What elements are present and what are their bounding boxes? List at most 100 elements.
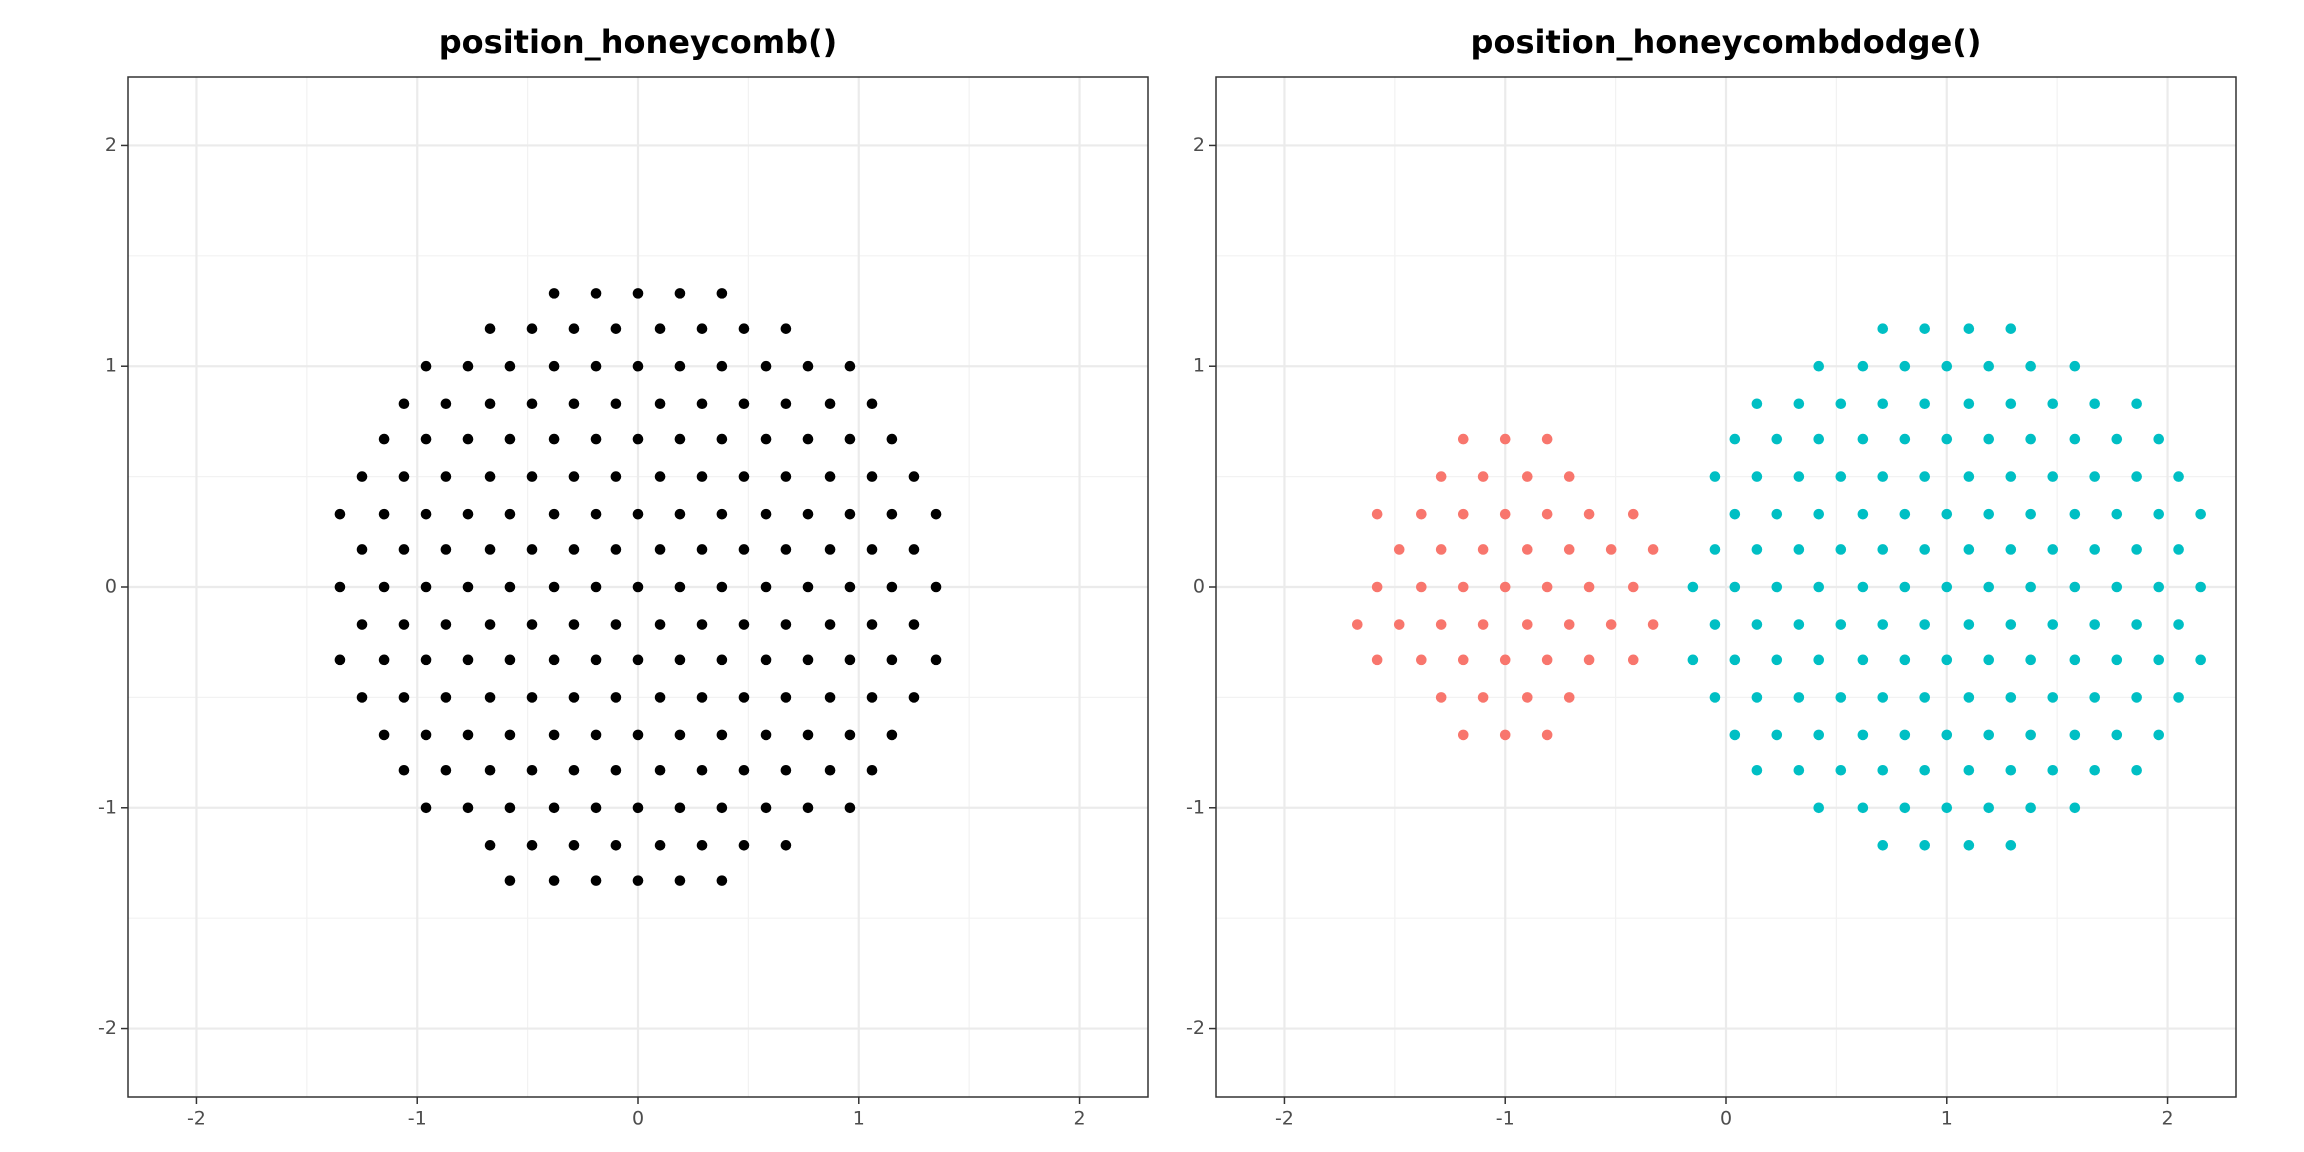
point: [654, 840, 666, 851]
panel-border: [127, 76, 1149, 1098]
point: [548, 875, 560, 886]
point: [930, 508, 942, 520]
point: [1751, 398, 1763, 410]
point: [844, 581, 856, 593]
point: [930, 654, 942, 666]
point: [696, 840, 708, 851]
point: [1751, 692, 1763, 703]
point: [760, 581, 772, 593]
point: [526, 840, 538, 851]
point: [2069, 654, 2081, 666]
point: [886, 433, 898, 445]
point: [1857, 360, 1869, 372]
point: [2025, 360, 2036, 372]
point: [2111, 729, 2123, 741]
point: [548, 288, 560, 299]
point: [1983, 433, 1995, 445]
point: [610, 619, 622, 630]
point: [2005, 323, 2017, 334]
point: [504, 360, 516, 372]
point: [1941, 729, 1953, 741]
y-tick-label: 0: [105, 576, 117, 598]
point: [1351, 619, 1363, 630]
point: [654, 398, 666, 410]
point: [1919, 619, 1931, 630]
x-tick-label: -2: [1275, 1108, 1294, 1130]
point: [2131, 398, 2142, 410]
point: [2089, 764, 2101, 776]
point: [866, 471, 878, 482]
point: [526, 471, 538, 482]
point: [780, 619, 792, 630]
point: [610, 398, 622, 410]
point: [1941, 360, 1953, 372]
point: [526, 692, 538, 703]
point: [1983, 802, 1995, 814]
point: [2025, 581, 2036, 593]
point: [1416, 581, 1427, 593]
point: [654, 692, 666, 703]
point: [1563, 544, 1575, 555]
point: [908, 619, 920, 630]
point: [632, 729, 644, 741]
point: [1605, 544, 1617, 555]
point: [548, 360, 560, 372]
point: [1877, 544, 1889, 555]
point: [1877, 764, 1889, 776]
point: [1729, 508, 1741, 520]
point: [738, 471, 750, 482]
point: [1963, 840, 1975, 851]
point: [1583, 581, 1595, 593]
point: [1457, 508, 1469, 520]
point: [2195, 508, 2206, 520]
point: [378, 433, 390, 445]
point: [2195, 654, 2206, 666]
point: [2047, 619, 2059, 630]
point: [1729, 433, 1741, 445]
point: [610, 471, 622, 482]
point: [526, 619, 538, 630]
point: [568, 544, 580, 555]
point: [2111, 508, 2123, 520]
point: [440, 764, 452, 776]
point: [632, 288, 644, 299]
point: [1393, 544, 1405, 555]
point: [1983, 729, 1995, 741]
point: [1793, 619, 1805, 630]
point: [696, 471, 708, 482]
point: [2069, 581, 2081, 593]
point: [378, 729, 390, 741]
point: [1963, 544, 1975, 555]
point: [398, 692, 410, 703]
point: [760, 654, 772, 666]
point: [654, 323, 666, 334]
point: [632, 802, 644, 814]
point: [462, 802, 474, 814]
point: [632, 875, 644, 886]
point: [378, 654, 390, 666]
point: [2131, 619, 2142, 630]
point: [1771, 654, 1783, 666]
point: [1919, 692, 1931, 703]
point: [504, 802, 516, 814]
point: [1941, 433, 1953, 445]
point: [802, 654, 814, 666]
point: [1435, 471, 1447, 482]
chart-title: position_honeycomb(): [439, 23, 838, 61]
point: [1771, 581, 1783, 593]
point: [1521, 544, 1533, 555]
point: [1687, 581, 1699, 593]
point: [568, 840, 580, 851]
point: [398, 619, 410, 630]
point: [462, 581, 474, 593]
point: [484, 323, 496, 334]
point: [1477, 619, 1489, 630]
point: [2025, 433, 2036, 445]
point: [548, 581, 560, 593]
point: [420, 508, 432, 520]
point: [1963, 619, 1975, 630]
point: [420, 729, 432, 741]
point: [780, 692, 792, 703]
point: [716, 360, 728, 372]
point: [2089, 692, 2101, 703]
